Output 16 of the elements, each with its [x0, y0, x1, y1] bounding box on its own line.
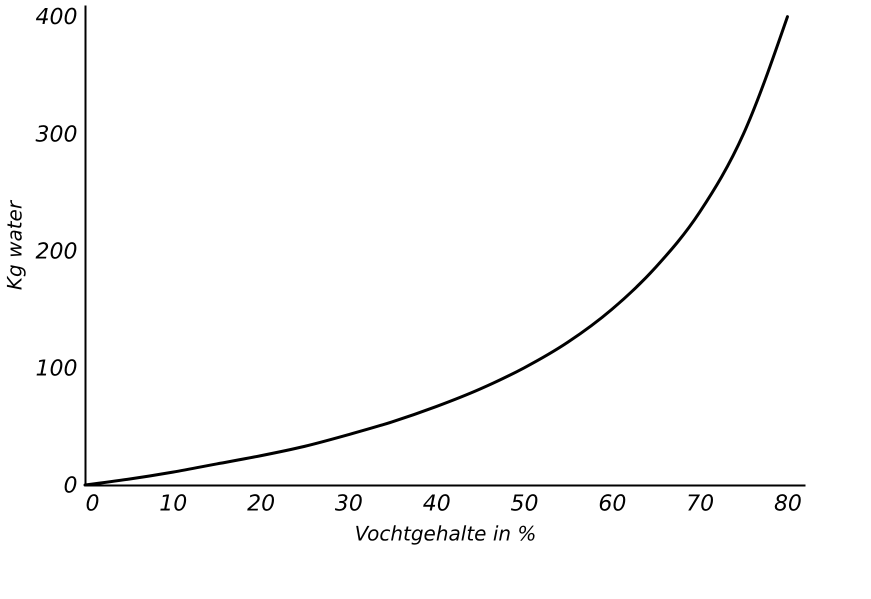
y-tick-label: 400: [36, 5, 78, 30]
y-tick-label: 200: [36, 239, 78, 264]
x-tick-label: 20: [247, 492, 276, 516]
x-axis-title: Vochtgehalte in %: [354, 522, 536, 546]
x-tick-label: 30: [334, 492, 363, 516]
x-tick-label: 80: [774, 492, 802, 516]
x-tick-label: 50: [510, 492, 539, 516]
x-tick-label: 10: [159, 492, 188, 516]
x-tick-label: 0: [86, 492, 100, 516]
y-tick-label: 0: [64, 474, 78, 498]
x-tick-label: 60: [598, 492, 626, 516]
x-tick-label: 40: [422, 492, 451, 516]
x-tick-label: 70: [686, 492, 714, 516]
y-axis-title: Kg water: [2, 199, 27, 290]
y-tick-label: 300: [36, 122, 78, 148]
y-tick-label: 100: [36, 356, 78, 382]
